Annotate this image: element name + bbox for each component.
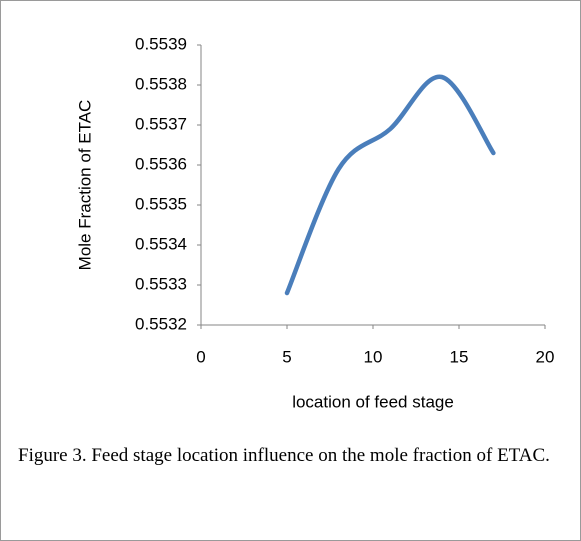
y-tick-label: 0.5534 [135,234,187,253]
y-tick-label: 0.5537 [135,114,187,133]
y-tick-label: 0.5533 [135,274,187,293]
x-axis-label: location of feed stage [292,392,454,411]
y-axis-label: Mole Fraction of ETAC [75,100,94,271]
x-tick-label: 10 [364,347,383,366]
x-tick-label: 0 [196,347,205,366]
y-tick-label: 0.5535 [135,194,187,213]
x-tick-label: 20 [536,347,555,366]
y-tick-label: 0.5538 [135,74,187,93]
y-tick-label: 0.5536 [135,154,187,173]
caption: Figure 3. Feed stage location influence … [18,445,550,466]
y-tick-label: 0.5539 [135,34,187,53]
series-line [284,74,496,296]
x-tick-label: 5 [282,347,291,366]
y-tick-label: 0.5532 [135,314,187,333]
x-tick-label: 15 [450,347,469,366]
